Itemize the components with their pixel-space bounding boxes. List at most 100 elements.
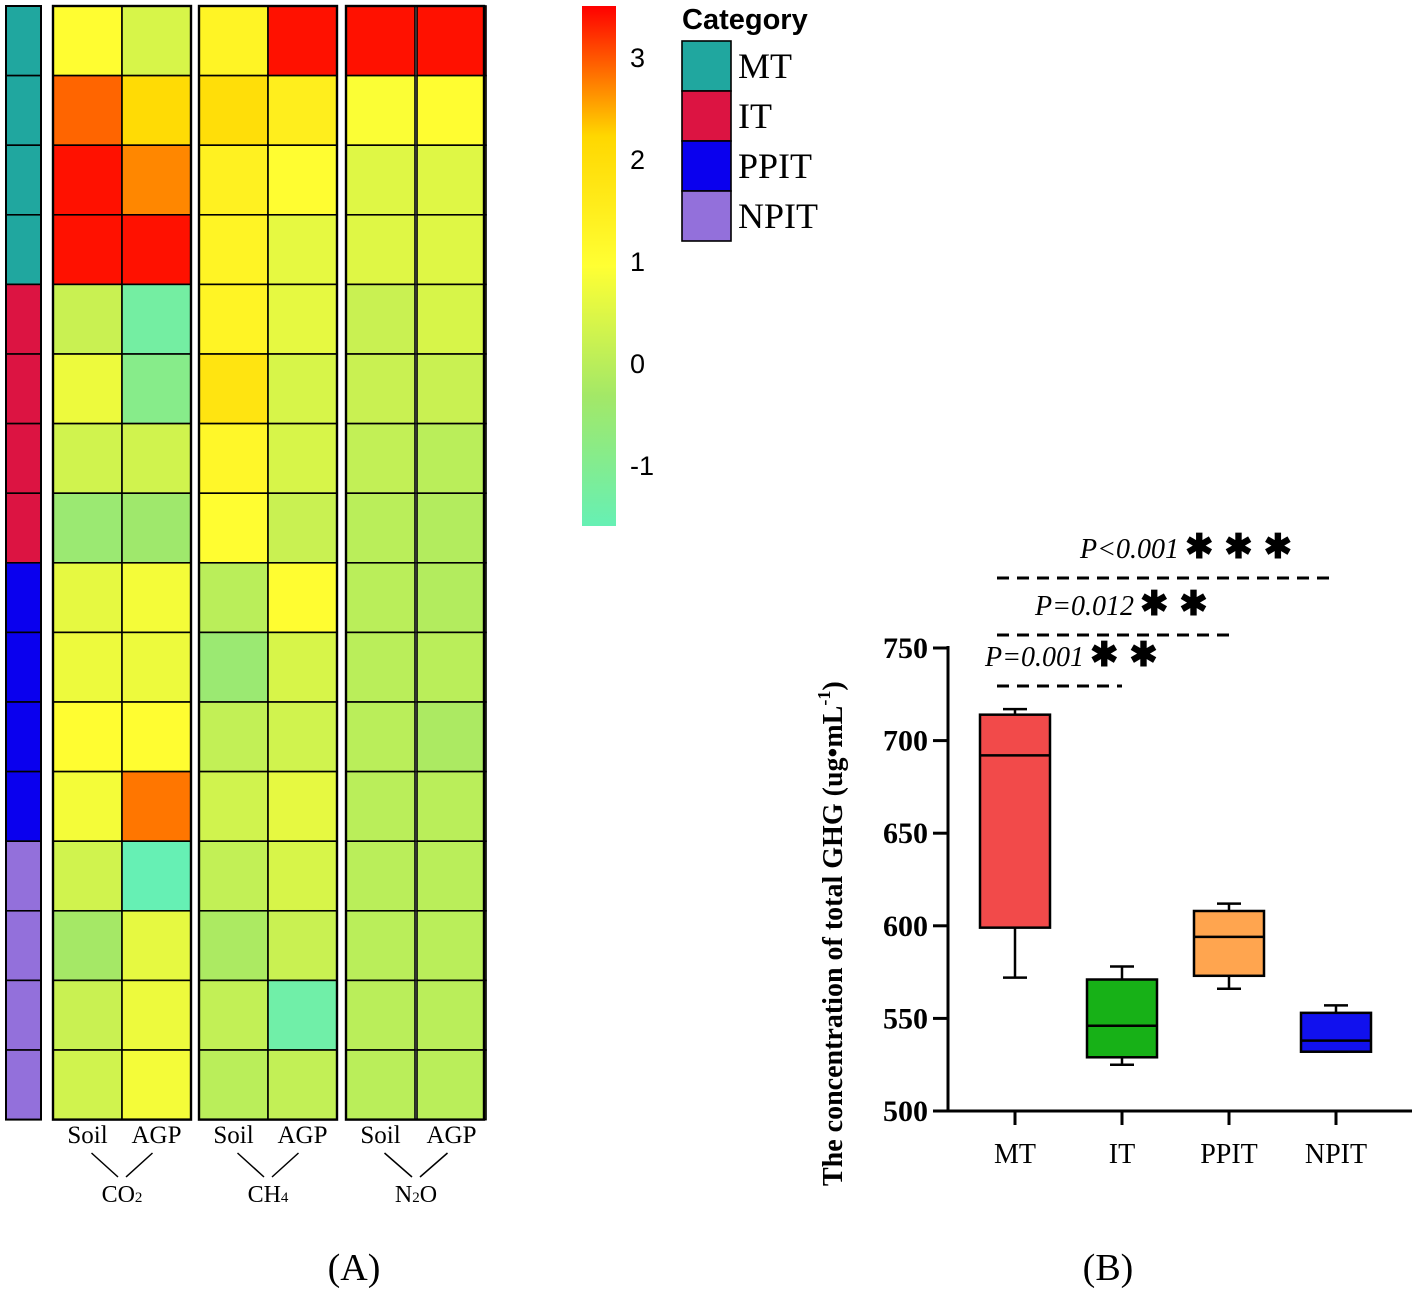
- panel-a-label: (A): [328, 1247, 381, 1289]
- category-bar-cell: [5, 840, 42, 912]
- heatmap-cell: [198, 214, 269, 286]
- panel-b-label: (B): [1083, 1247, 1134, 1289]
- gas-name: CH: [248, 1182, 281, 1208]
- heatmap-bracket-line: [271, 1152, 300, 1178]
- heatmap-bracket-line: [236, 1152, 265, 1178]
- category-bar-cell: [5, 561, 42, 634]
- colorbar-tick-label: -1: [630, 451, 654, 481]
- heatmap-cell: [52, 701, 123, 773]
- significance-label: P=0.001 ✱ ✱: [984, 637, 1160, 674]
- significance-stars: ✱ ✱: [1140, 586, 1210, 623]
- legend-items: MT IT PPIT NPIT: [681, 40, 818, 242]
- heatmap-cell: [198, 422, 269, 495]
- heatmap-cell: [198, 840, 269, 912]
- heatmap-cell: [198, 631, 269, 703]
- category-bar-cell: [5, 1049, 42, 1121]
- heatmap-cell: [345, 422, 416, 495]
- heatmap-cell: [416, 144, 487, 216]
- category-legend: Category MT IT PPIT NPIT: [681, 4, 818, 242]
- legend-title: Category: [682, 4, 808, 36]
- gas-subscript: 2: [412, 1190, 420, 1206]
- heatmap-cell: [345, 492, 416, 564]
- boxplot-x-ticks: MT IT PPIT NPIT: [994, 1111, 1367, 1170]
- heatmap-cell: [416, 74, 487, 146]
- boxplot-y-ticks: 500 550 600 650 700 750: [883, 632, 948, 1128]
- heatmap-cell: [416, 979, 487, 1051]
- heatmap-cell: [198, 1049, 269, 1121]
- category-bar-cell: [5, 770, 42, 842]
- heatmap-cell: [52, 283, 123, 355]
- heatmap-cell: [52, 422, 123, 495]
- heatmap-cell: [345, 561, 416, 634]
- heatmap-cell: [198, 561, 269, 634]
- category-bar-cell: [5, 631, 42, 703]
- significance-stars: ✱ ✱ ✱: [1185, 529, 1294, 566]
- heatmap-cell: [416, 631, 487, 703]
- p-value-text: P<0.001: [1079, 534, 1179, 565]
- category-bar-cell: [5, 979, 42, 1051]
- heatmap-column-label: Soil: [360, 1122, 400, 1149]
- heatmap-cell: [198, 979, 269, 1051]
- heatmap-cell: [52, 5, 123, 77]
- heatmap-cell: [267, 283, 338, 355]
- category-bar-cell: [5, 353, 42, 425]
- heatmap-cell: [416, 492, 487, 564]
- heatmap-cell: [267, 5, 338, 77]
- legend-label-ppit: PPIT: [738, 146, 812, 186]
- heatmap-cell: [267, 840, 338, 912]
- heatmap-cell: [198, 492, 269, 564]
- gas-suffix: O: [420, 1182, 437, 1208]
- heatmap-cell: [345, 701, 416, 773]
- category-bar-cell: [5, 214, 42, 286]
- heatmap-cell: [267, 492, 338, 564]
- y-tick-label: 750: [883, 632, 928, 665]
- category-bar-cell: [5, 909, 42, 982]
- heatmap-cell: [52, 909, 123, 982]
- heatmap-cell: [198, 909, 269, 982]
- legend-label-it: IT: [738, 96, 772, 136]
- x-tick-label: MT: [994, 1139, 1036, 1170]
- heatmap-cell: [121, 979, 192, 1051]
- boxplot-boxes: [978, 707, 1373, 1066]
- heatmap-cell: [52, 214, 123, 286]
- heatmap-cell: [121, 909, 192, 982]
- heatmap-cell: [121, 631, 192, 703]
- heatmap-cell: [121, 283, 192, 355]
- boxplot-y-axis-label: The concentration of total GHG (ug•mL-1): [814, 681, 849, 1186]
- heatmap-cell: [345, 631, 416, 703]
- y-tick-label: 650: [883, 817, 928, 850]
- heatmap-cell: [345, 770, 416, 842]
- heatmap-cell: [416, 5, 487, 77]
- category-bar-cell: [5, 701, 42, 773]
- y-axis-label-superscript: -1: [814, 691, 834, 706]
- legend-label-npit: NPIT: [738, 196, 818, 236]
- colorbar-ticks: 3 2 1 0 -1: [630, 43, 654, 481]
- box-it: [1085, 965, 1159, 1066]
- heatmap-cell: [52, 840, 123, 912]
- heatmap-cell: [345, 283, 416, 355]
- heatmap-column-label: AGP: [426, 1122, 476, 1149]
- box-body: [1085, 978, 1159, 1059]
- heatmap-cell: [267, 74, 338, 146]
- heatmap-cell: [416, 214, 487, 286]
- x-tick-label: PPIT: [1200, 1139, 1258, 1170]
- heatmap-cell: [52, 74, 123, 146]
- heatmap-cell: [52, 353, 123, 425]
- box-body: [978, 713, 1052, 929]
- colorbar-tick-label: 1: [630, 247, 645, 277]
- heatmap-cell: [52, 561, 123, 634]
- gas-subscript: 4: [281, 1190, 289, 1206]
- heatmap-cell: [267, 214, 338, 286]
- legend-swatch-it: [681, 90, 732, 142]
- heatmap-cell: [121, 770, 192, 842]
- colorbar-tick-label: 3: [630, 43, 645, 73]
- heatmap-cell: [416, 353, 487, 425]
- heatmap-cell: [416, 561, 487, 634]
- heatmap-cell: [121, 492, 192, 564]
- category-bar-cell: [5, 144, 42, 216]
- heatmap-cell: [345, 353, 416, 425]
- x-tick-label: NPIT: [1305, 1139, 1367, 1170]
- colorbar-tick-label: 2: [630, 145, 645, 175]
- gas-name: N: [395, 1182, 412, 1208]
